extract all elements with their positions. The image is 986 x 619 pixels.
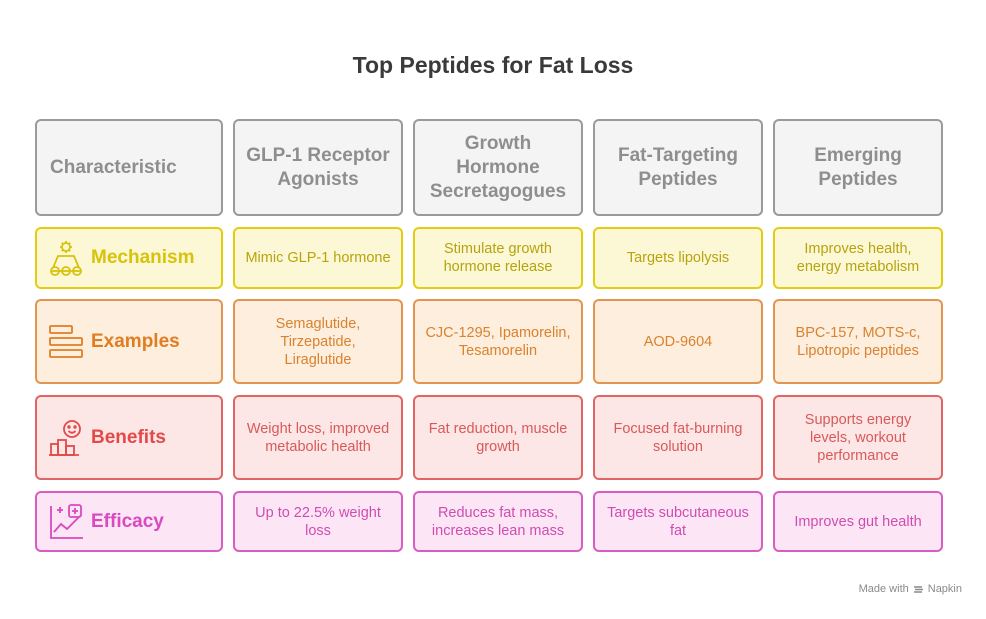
row-label-examples: Examples [35, 299, 223, 384]
row-label-efficacy: Efficacy [35, 491, 223, 552]
cell-examples-emerging: BPC-157, MOTS-c, Lipotropic peptides [773, 299, 943, 384]
header-characteristic: Characteristic [35, 119, 223, 216]
header-ghs-label: Growth Hormone Secretagogues [429, 132, 567, 202]
cell-text: Targets lipolysis [626, 250, 730, 266]
header-characteristic-label: Characteristic [50, 156, 177, 178]
row-label-efficacy-text: Efficacy [91, 510, 164, 532]
cell-efficacy-ghs: Reduces fat mass, increases lean mass [413, 491, 583, 552]
cell-benefits-fat-targeting: Focused fat-burning solution [593, 395, 763, 480]
header-glp1: GLP-1 Receptor Agonists [233, 119, 403, 216]
cell-mechanism-fat-targeting: Targets lipolysis [593, 227, 763, 289]
cell-text: Reduces fat mass, increases lean mass [431, 504, 565, 539]
cell-text: Mimic GLP-1 hormone [245, 250, 391, 266]
header-ghs: Growth Hormone Secretagogues [413, 119, 583, 216]
header-emerging-label: Emerging Peptides [814, 144, 902, 190]
cell-efficacy-fat-targeting: Targets subcutaneous fat [593, 491, 763, 552]
header-emerging: Emerging Peptides [773, 119, 943, 216]
cell-text: Semaglutide, Tirzepatide, Liraglutide [275, 315, 361, 368]
row-label-examples-text: Examples [91, 330, 180, 352]
cell-benefits-ghs: Fat reduction, muscle growth [413, 395, 583, 480]
made-with-text: Made with [858, 583, 909, 595]
header-glp1-label: GLP-1 Receptor Agonists [246, 144, 390, 190]
cell-text: Focused fat-burning solution [613, 420, 743, 455]
cell-mechanism-emerging: Improves health, energy metabolism [773, 227, 943, 289]
cell-examples-glp1: Semaglutide, Tirzepatide, Liraglutide [233, 299, 403, 384]
chart-plus-icon [50, 503, 83, 539]
cell-text: Up to 22.5% weight loss [255, 504, 381, 539]
row-label-mechanism: Mechanism [35, 227, 223, 289]
cell-text: BPC-157, MOTS-c, Lipotropic peptides [795, 324, 921, 359]
cell-mechanism-glp1: Mimic GLP-1 hormone [233, 227, 403, 289]
cell-text: Supports energy levels, workout performa… [804, 411, 912, 464]
cell-benefits-glp1: Weight loss, improved metabolic health [233, 395, 403, 480]
cell-text: AOD-9604 [643, 333, 713, 350]
cell-text: CJC-1295, Ipamorelin, Tesamorelin [425, 324, 571, 359]
gears-conveyor-icon [50, 241, 82, 276]
page-title: Top Peptides for Fat Loss [352, 52, 634, 78]
row-label-benefits-text: Benefits [91, 426, 166, 448]
cell-efficacy-emerging: Improves gut health [773, 491, 943, 552]
cell-text: Improves gut health [794, 513, 922, 530]
made-with-napkin-badge[interactable]: Made with Napkin [859, 583, 962, 595]
cell-text: Stimulate growth hormone release [443, 241, 553, 275]
smiley-chart-icon [49, 419, 81, 456]
cell-benefits-emerging: Supports energy levels, workout performa… [773, 395, 943, 480]
header-fat-targeting: Fat-Targeting Peptides [593, 119, 763, 216]
cell-mechanism-ghs: Stimulate growth hormone release [413, 227, 583, 289]
cell-text: Weight loss, improved metabolic health [246, 420, 390, 455]
row-label-benefits: Benefits [35, 395, 223, 480]
cell-text: Targets subcutaneous fat [607, 504, 749, 539]
napkin-brand-text: Napkin [927, 583, 962, 595]
cell-efficacy-glp1: Up to 22.5% weight loss [233, 491, 403, 552]
stacked-bars-icon [49, 324, 83, 358]
napkin-logo-icon [913, 585, 923, 593]
cell-text: Fat reduction, muscle growth [428, 420, 568, 455]
cell-text: Improves health, energy metabolism [796, 241, 920, 275]
cell-examples-ghs: CJC-1295, Ipamorelin, Tesamorelin [413, 299, 583, 384]
row-label-mechanism-text: Mechanism [91, 247, 195, 268]
cell-examples-fat-targeting: AOD-9604 [593, 299, 763, 384]
header-fat-targeting-label: Fat-Targeting Peptides [618, 144, 738, 190]
